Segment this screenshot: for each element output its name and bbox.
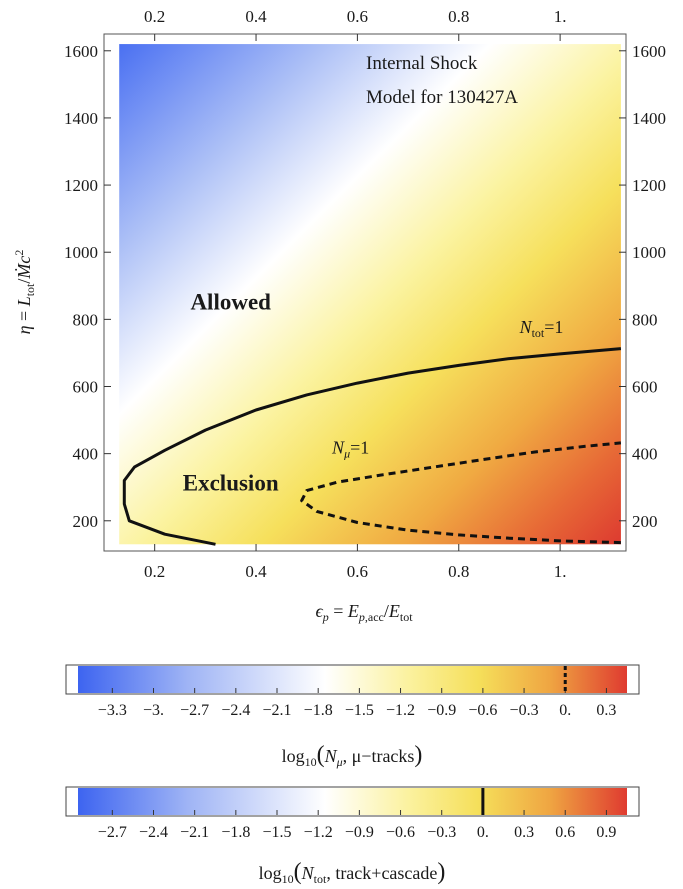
region-label-exclusion: Exclusion (183, 471, 279, 496)
colorbar-muon-tick-label: −3.3 (98, 702, 127, 719)
colorbar-muon-gradient (78, 666, 627, 693)
y-tick-label-left: 1400 (64, 109, 98, 128)
curve-ntot-1 (122, 347, 622, 546)
colorbar-muon-tick-label: −0.3 (510, 702, 539, 719)
y-tick-label-right: 400 (632, 445, 658, 464)
colorbar-total-gradient (78, 788, 627, 815)
y-tick-label-right: 1400 (632, 109, 666, 128)
heatmap-field (119, 44, 621, 545)
colorbar-muon-tick-label: 0.3 (596, 702, 616, 719)
region-label-allowed: Allowed (190, 289, 271, 314)
colorbar-total-tick-label: −1.2 (304, 824, 333, 841)
colorbar-total-tick-label: −2.7 (98, 824, 127, 841)
y-axis-title: η = Ltot/Ṁc2 (12, 250, 37, 335)
x-tick-label-bottom: 0.8 (448, 562, 469, 581)
y-tick-label-left: 200 (73, 512, 99, 531)
y-tick-label-right: 800 (632, 310, 658, 329)
colorbar-muon-tick-label: −3. (143, 702, 164, 719)
y-tick-label-right: 200 (632, 512, 658, 531)
annotation-line-1: Internal Shock (366, 53, 478, 74)
colorbar-muon-title: log10(Nμ, μ−tracks) (282, 742, 423, 769)
annotation-line-2: Model for 130427A (366, 87, 518, 108)
colorbar-muon-tick-label: 0. (559, 702, 571, 719)
colorbar-total (65, 786, 640, 817)
colorbar-total-tick-label: 0.3 (514, 824, 534, 841)
y-tick-label-right: 1200 (632, 176, 666, 195)
colorbar-muon-tick-label: −2.4 (221, 702, 250, 719)
colorbar-muon-tracks (65, 664, 640, 695)
curve-label-nmu: Nμ=1 (331, 438, 369, 461)
colorbar-total-tick-label: 0.6 (555, 824, 575, 841)
colorbar-total-tick-label: 0. (477, 824, 489, 841)
colorbar-total-tick-label: −1.5 (262, 824, 291, 841)
y-tick-label-left: 1600 (64, 42, 98, 61)
y-tick-label-left: 600 (73, 378, 99, 397)
colorbar-muon-tick-label: −1.8 (304, 702, 333, 719)
colorbar-total-tick-label: −1.8 (221, 824, 250, 841)
y-tick-label-right: 1000 (632, 243, 666, 262)
plot-frame (103, 33, 627, 552)
colorbar-total-tick-label: 0.9 (596, 824, 616, 841)
x-tick-label-bottom: 0.4 (245, 562, 267, 581)
colorbar-muon-tick-label: −0.9 (427, 702, 456, 719)
x-tick-label-bottom: 0.2 (144, 562, 165, 581)
x-tick-label-top: 0.4 (245, 7, 267, 26)
x-tick-label-top: 0.6 (347, 7, 368, 26)
colorbar-total-tick-label: −0.6 (386, 824, 415, 841)
y-tick-label-left: 800 (73, 310, 99, 329)
colorbar-total-tick-label: −0.9 (345, 824, 374, 841)
y-tick-label-left: 1000 (64, 243, 98, 262)
y-tick-label-right: 600 (632, 378, 658, 397)
colorbar-muon-tick-label: −1.2 (386, 702, 415, 719)
colorbar-total-title: log10(Ntot, track+cascade) (259, 859, 446, 886)
x-tick-label-top: 0.2 (144, 7, 165, 26)
y-tick-label-left: 1200 (64, 176, 98, 195)
y-tick-label-left: 400 (73, 445, 99, 464)
colorbar-muon-tick-label: −2.7 (180, 702, 209, 719)
colorbar-muon-tick-label: −1.5 (345, 702, 374, 719)
y-tick-label-right: 1600 (632, 42, 666, 61)
x-tick-label-bottom: 1. (554, 562, 567, 581)
colorbar-total-tick-label: −2.1 (180, 824, 209, 841)
curve-nmu-1 (300, 441, 622, 545)
x-tick-label-bottom: 0.6 (347, 562, 368, 581)
colorbar-muon-tick-label: −0.6 (468, 702, 497, 719)
curve-label-ntot: Ntot=1 (519, 317, 564, 340)
x-axis-title: ϵp = Ep,acc/Etot (315, 601, 413, 624)
colorbar-total-tick-label: −2.4 (139, 824, 168, 841)
colorbar-muon-tick-label: −2.1 (262, 702, 291, 719)
x-tick-label-top: 0.8 (448, 7, 469, 26)
x-tick-label-top: 1. (554, 7, 567, 26)
colorbar-total-tick-label: −0.3 (427, 824, 456, 841)
